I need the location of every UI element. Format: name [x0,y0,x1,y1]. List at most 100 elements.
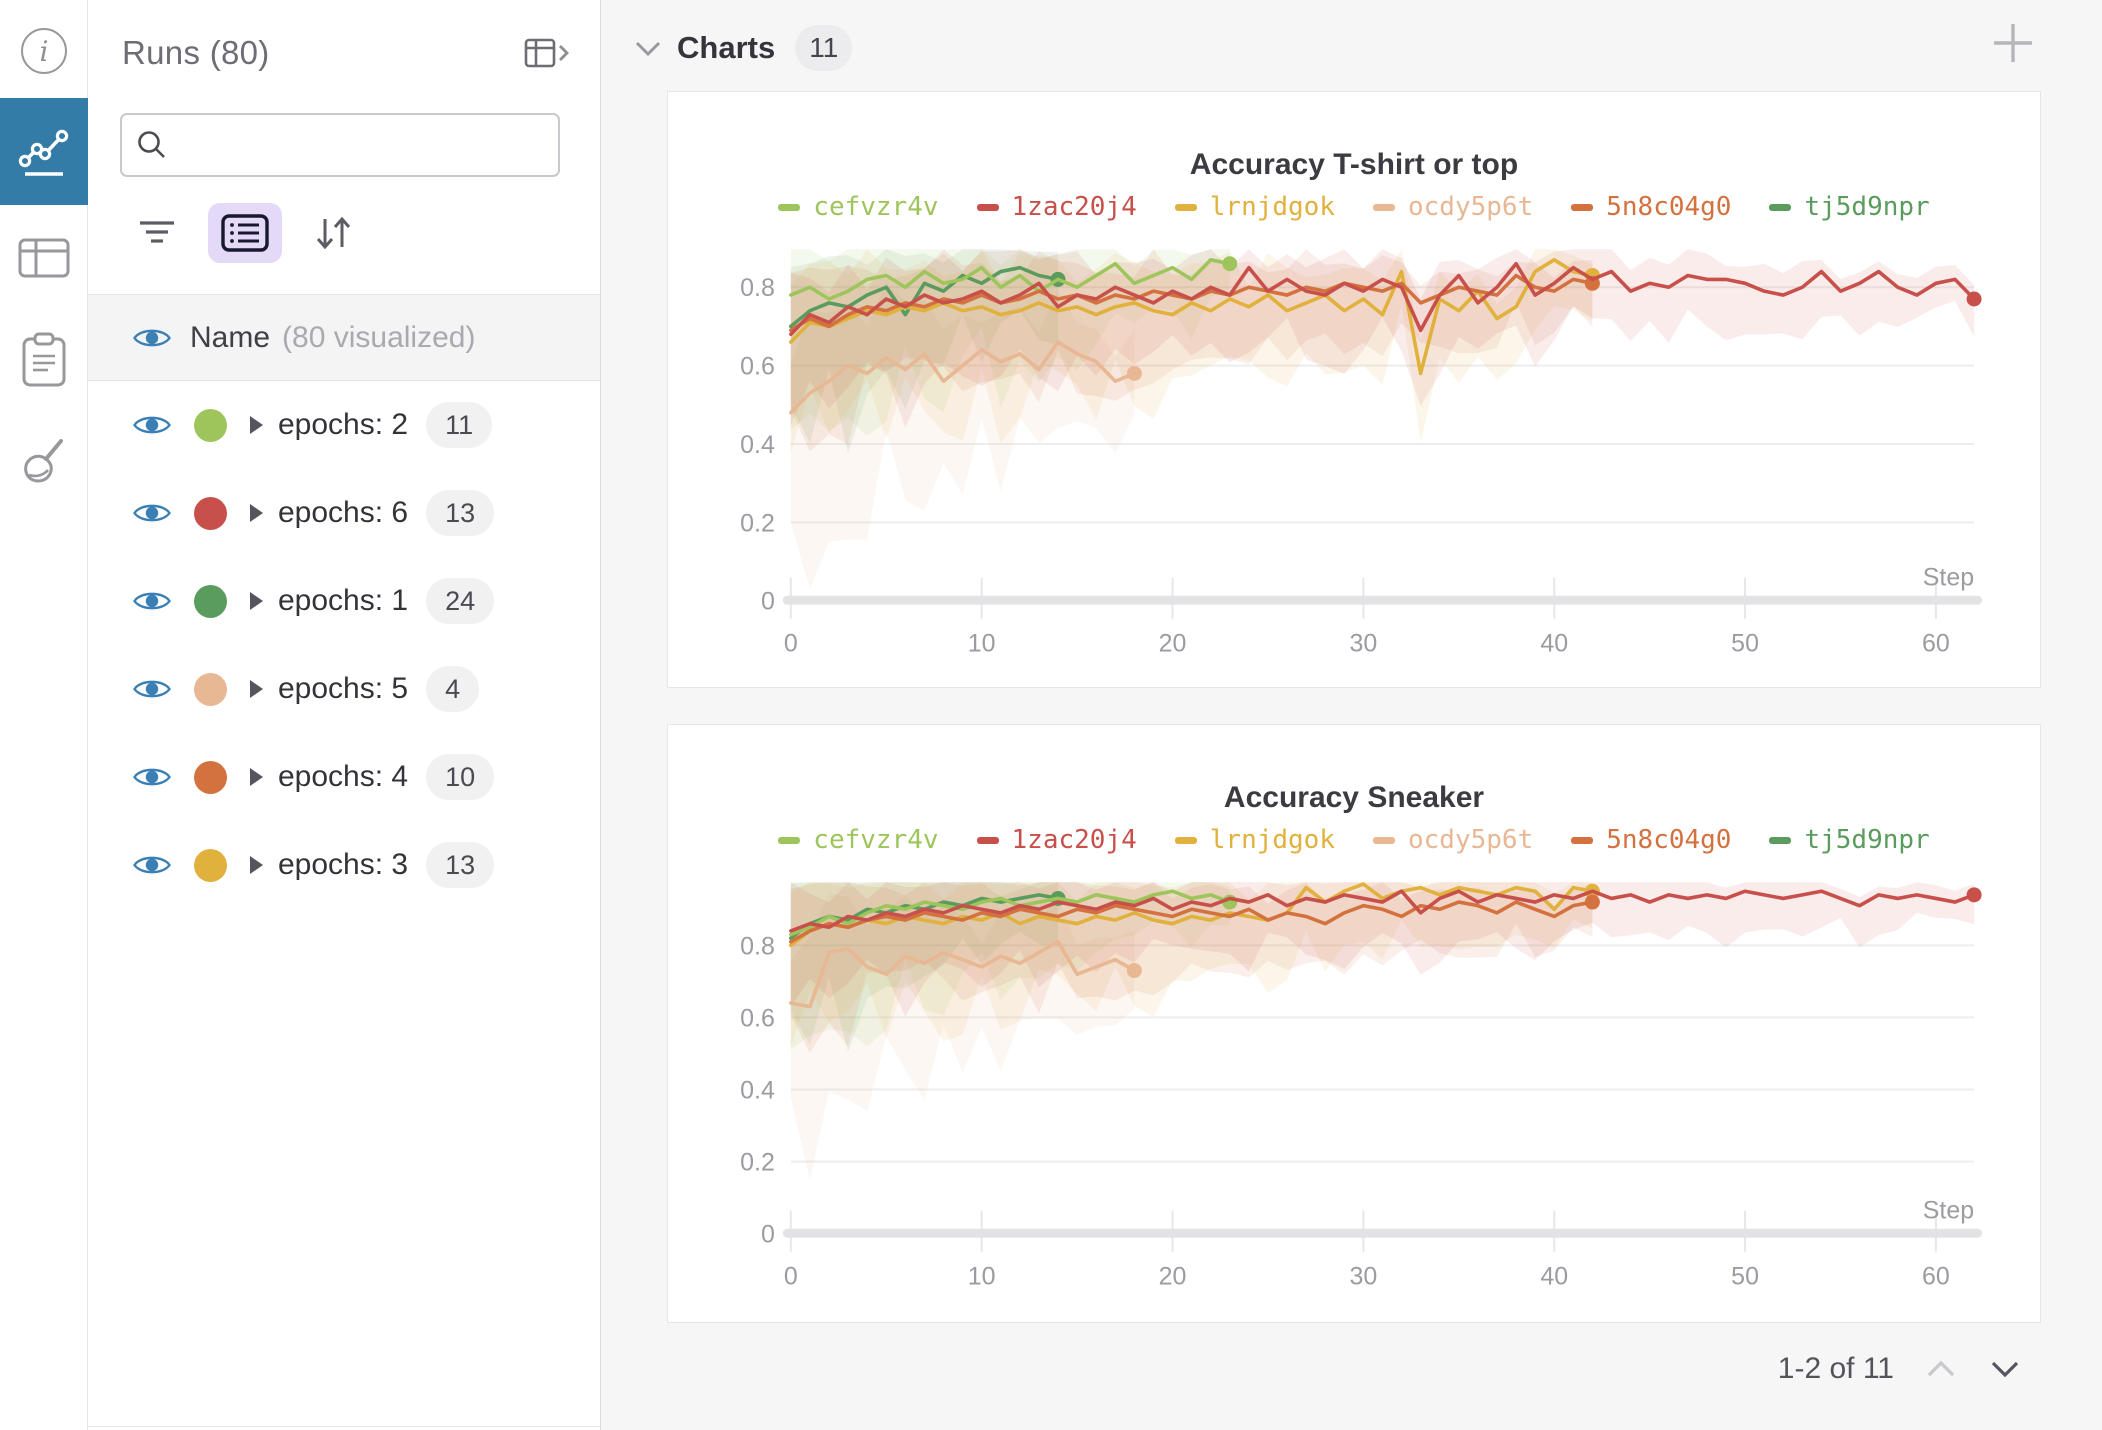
runs-panel: Runs (80) [88,0,601,1430]
visibility-eye-icon[interactable] [132,411,172,439]
legend-run-name: 1zac20j4 [1011,825,1137,855]
visibility-eye-icon[interactable] [132,499,172,527]
run-group-row[interactable]: epochs: 5 4 [88,645,600,733]
expand-caret-icon[interactable] [250,768,263,786]
chart-panel[interactable]: 0 0.2 0.4 0.6 0.8 0 10 20 30 40 50 60 Step Accuracy … [667,724,2041,1323]
left-rail: i [0,0,88,1430]
svg-text:0.4: 0.4 [740,431,775,459]
charts-workspace: Charts 11 0 0.2 0.4 0.6 0.8 0 10 20 30 40 50 60 Step… [601,0,2102,1430]
svg-text:40: 40 [1540,1263,1568,1291]
run-group-row[interactable]: epochs: 1 24 [88,557,600,645]
run-group-row[interactable]: epochs: 6 13 [88,469,600,557]
svg-text:10: 10 [968,1263,996,1291]
run-group-row[interactable]: epochs: 4 10 [88,733,600,821]
legend-swatch [976,203,999,211]
svg-text:20: 20 [1159,1263,1187,1291]
legend-swatch [1571,836,1594,844]
run-group-label: epochs: 6 [278,496,409,529]
svg-text:20: 20 [1159,630,1187,658]
visibility-eye-icon[interactable] [132,851,172,879]
legend-item[interactable]: cefvzr4v [778,825,939,855]
expand-caret-icon[interactable] [250,680,263,698]
svg-text:0.8: 0.8 [740,932,775,960]
svg-text:Step: Step [1923,564,1974,592]
legend-swatch [1769,203,1792,211]
run-group-label: epochs: 1 [278,584,409,617]
svg-text:50: 50 [1731,630,1759,658]
cleanup-tab[interactable] [0,432,88,494]
legend-swatch [1174,836,1197,844]
plus-icon [1994,24,2032,62]
visibility-eye-icon[interactable] [132,763,172,791]
charts-section-title: Charts [677,30,776,65]
chart-canvas[interactable]: 0 0.2 0.4 0.6 0.8 0 10 20 30 40 50 60 Step [668,92,2040,687]
svg-text:0.4: 0.4 [740,1076,775,1104]
svg-text:30: 30 [1349,1263,1377,1291]
expand-caret-icon[interactable] [250,504,263,522]
run-group-label: epochs: 3 [278,848,409,881]
visibility-eye-icon[interactable] [132,587,172,615]
legend-run-name: 5n8c04g0 [1606,825,1732,855]
run-group-row[interactable]: epochs: 3 13 [88,821,600,909]
visibility-eye-icon[interactable] [132,675,172,703]
legend-item[interactable]: lrnjdgok [1174,825,1335,855]
chart-canvas[interactable]: 0 0.2 0.4 0.6 0.8 0 10 20 30 40 50 60 Step [668,725,2040,1322]
run-count-badge: 4 [426,666,480,712]
legend-swatch [778,203,801,211]
legend-item[interactable]: 1zac20j4 [976,192,1137,222]
legend-item[interactable]: 1zac20j4 [976,825,1137,855]
legend-item[interactable]: cefvzr4v [778,192,939,222]
legend-swatch [1373,203,1395,211]
run-group-list: epochs: 2 11 epochs: 6 13 epochs: 1 24 e… [88,381,600,909]
svg-text:40: 40 [1540,630,1568,658]
info-button[interactable]: i [0,16,88,86]
clipboard-icon [22,332,66,387]
chart-title: Accuracy Sneaker [1223,781,1485,814]
panels-tab-active[interactable] [0,98,88,205]
legend-run-name: ocdy5p6t [1408,825,1534,855]
name-header-row[interactable]: Name (80 visualized) [88,294,600,381]
charts-section-collapse[interactable] [633,38,663,58]
run-group-label: epochs: 5 [278,672,409,705]
runs-panel-title: Runs (80) [122,34,270,71]
chart-legend: cefvzr4v 1zac20j4 lrnjdgok ocdy5p6t 5n8c04g0… [668,825,2040,855]
charts-pagination: 1-2 of 11 [601,1352,2102,1386]
legend-item[interactable]: tj5d9npr [1769,192,1930,222]
notes-tab[interactable] [0,330,88,390]
svg-text:0.6: 0.6 [740,1004,775,1032]
pagination-next-button[interactable] [1988,1358,2022,1380]
expand-table-button[interactable] [524,36,570,70]
table-chevron-icon [524,38,569,68]
legend-item[interactable]: 5n8c04g0 [1571,192,1731,222]
sort-button[interactable] [296,203,370,263]
expand-caret-icon[interactable] [250,592,263,610]
info-icon: i [21,28,67,74]
legend-swatch [778,836,801,844]
filter-button[interactable] [120,203,194,263]
pagination-prev-button[interactable] [1924,1358,1958,1380]
chart-panel[interactable]: 0 0.2 0.4 0.6 0.8 0 10 20 30 40 50 60 Step Accuracy … [667,91,2041,688]
run-count-badge: 10 [426,754,495,800]
add-panel-button[interactable] [1990,20,2036,71]
runs-table-tab[interactable] [0,232,88,284]
name-header-label: Name [190,320,271,354]
run-group-row[interactable]: epochs: 2 11 [88,381,600,469]
run-group-label: epochs: 2 [278,408,409,441]
runs-search-input[interactable] [180,129,544,161]
legend-item[interactable]: 5n8c04g0 [1571,825,1731,855]
legend-run-name: cefvzr4v [813,192,939,222]
visibility-eye-icon[interactable] [132,324,172,352]
legend-swatch [976,836,999,844]
expand-caret-icon[interactable] [250,856,263,874]
run-count-badge: 11 [426,402,493,448]
svg-text:50: 50 [1731,1263,1759,1291]
legend-item[interactable]: lrnjdgok [1174,192,1335,222]
legend-item[interactable]: tj5d9npr [1769,825,1930,855]
runs-search-box [120,113,560,177]
legend-item[interactable]: ocdy5p6t [1373,192,1533,222]
expand-caret-icon[interactable] [250,416,263,434]
group-display-button[interactable] [208,203,282,263]
legend-item[interactable]: ocdy5p6t [1373,825,1533,855]
run-count-badge: 13 [426,490,495,536]
chart-title: Accuracy T-shirt or top [1189,148,1519,181]
